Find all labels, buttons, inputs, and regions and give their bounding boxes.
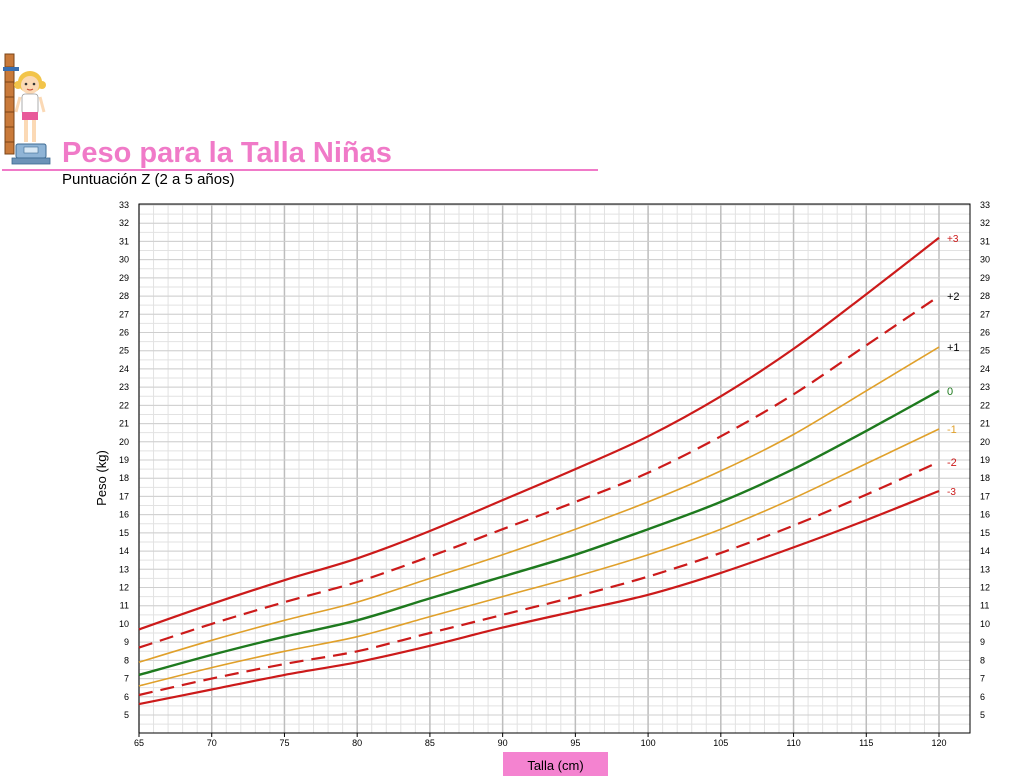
x-axis-ticks: 65 70 75 80 85 90 95 100 105 110 115 120 [134, 733, 947, 748]
y-tick-label-left: 15 [119, 528, 129, 538]
y-tick-label-left: 18 [119, 473, 129, 483]
y-tick-label-right: 28 [980, 291, 990, 301]
y-tick-label-right: 16 [980, 510, 990, 520]
series-labels: +3 +2 +1 0 -1 -2 -3 [947, 234, 960, 498]
y-tick-label-left: 7 [124, 674, 129, 684]
y-tick-label-right: 22 [980, 400, 990, 410]
series-line [138, 389, 940, 677]
y-tick-label-left: 25 [119, 346, 129, 356]
x-tick-label: 100 [641, 738, 656, 748]
series-label: -2 [947, 457, 957, 469]
y-tick-label-left: 19 [119, 455, 129, 465]
y-tick-label-right: 32 [980, 218, 990, 228]
y-tick-label-left: 10 [119, 619, 129, 629]
y-tick-label-right: 21 [980, 419, 990, 429]
y-tick-label-right: 26 [980, 328, 990, 338]
series-line [138, 236, 940, 631]
series-label: +2 [947, 291, 960, 303]
y-tick-label-left: 32 [119, 218, 129, 228]
series-lines [138, 236, 940, 706]
y-tick-label-right: 33 [980, 200, 990, 210]
y-tick-label-left: 5 [124, 710, 129, 720]
y-tick-label-right: 30 [980, 255, 990, 265]
y-tick-label-left: 26 [119, 328, 129, 338]
y-tick-label-right: 29 [980, 273, 990, 283]
y-tick-label-left: 16 [119, 510, 129, 520]
y-tick-label-right: 24 [980, 364, 990, 374]
y-tick-label-right: 12 [980, 583, 990, 593]
y-tick-label-right: 15 [980, 528, 990, 538]
y-tick-label-right: 25 [980, 346, 990, 356]
x-tick-label: 85 [425, 738, 435, 748]
series-label: -3 [947, 487, 956, 498]
y-axis-left-ticks: 5 6 7 8 9 10 11 12 13 14 15 16 17 18 19 20 21 22 23 24 25 26 2… [119, 200, 129, 720]
y-tick-label-left: 23 [119, 382, 129, 392]
y-tick-label-left: 24 [119, 364, 129, 374]
y-axis-right-ticks: 5 6 7 8 9 10 11 12 13 14 15 16 17 18 19 20 21 22 23 24 25 26 2… [980, 200, 990, 720]
y-tick-label-left: 21 [119, 419, 129, 429]
x-tick-label: 70 [207, 738, 217, 748]
y-tick-label-left: 14 [119, 546, 129, 556]
series-label: 0 [947, 386, 953, 398]
series-line [138, 346, 940, 663]
x-tick-label: 90 [498, 738, 508, 748]
y-tick-label-left: 6 [124, 692, 129, 702]
y-tick-label-right: 6 [980, 692, 985, 702]
y-tick-label-left: 8 [124, 655, 129, 665]
minor-grid [138, 204, 970, 733]
x-tick-label: 120 [931, 738, 946, 748]
series-label: +3 [947, 234, 959, 245]
y-tick-label-left: 17 [119, 491, 129, 501]
x-tick-label: 95 [570, 738, 580, 748]
y-tick-label-right: 19 [980, 455, 990, 465]
series-label: -1 [947, 424, 957, 436]
y-tick-label-left: 13 [119, 564, 129, 574]
x-tick-label: 110 [786, 738, 800, 748]
series-line [138, 428, 940, 687]
x-axis-label: Talla (cm) [503, 752, 608, 776]
y-tick-label-left: 29 [119, 273, 129, 283]
y-tick-label-left: 20 [119, 437, 129, 447]
series-line [138, 460, 940, 697]
series-line [138, 489, 940, 706]
y-tick-label-left: 31 [119, 236, 129, 246]
y-tick-label-right: 9 [980, 637, 985, 647]
x-tick-label: 65 [134, 738, 144, 748]
plot-frame [138, 203, 971, 734]
y-tick-label-left: 11 [120, 601, 129, 611]
y-tick-label-left: 12 [119, 583, 129, 593]
y-tick-label-right: 31 [980, 236, 990, 246]
y-tick-label-right: 14 [980, 546, 990, 556]
y-tick-label-left: 22 [119, 400, 129, 410]
y-axis-label: Peso (kg) [94, 450, 109, 506]
girl-on-scale-logo [2, 52, 60, 170]
x-tick-label: 115 [859, 738, 873, 748]
x-tick-label: 105 [713, 738, 728, 748]
page-subtitle: Puntuación Z (2 a 5 años) [62, 171, 235, 188]
y-tick-label-right: 10 [980, 619, 990, 629]
y-tick-label-left: 33 [119, 200, 129, 210]
y-tick-label-left: 27 [119, 309, 129, 319]
y-tick-label-left: 9 [124, 637, 129, 647]
major-grid [138, 204, 970, 733]
y-tick-label-left: 30 [119, 255, 129, 265]
y-tick-label-right: 23 [980, 382, 990, 392]
x-tick-label: 80 [352, 738, 362, 748]
y-tick-label-right: 7 [980, 674, 985, 684]
y-tick-label-right: 20 [980, 437, 990, 447]
y-tick-label-right: 5 [980, 710, 985, 720]
y-tick-label-right: 8 [980, 655, 985, 665]
y-tick-label-right: 18 [980, 473, 990, 483]
series-label: +1 [947, 342, 960, 354]
x-tick-label: 75 [279, 738, 289, 748]
y-tick-label-right: 27 [980, 309, 990, 319]
y-tick-label-right: 11 [980, 601, 989, 611]
series-line [138, 295, 940, 649]
y-tick-label-left: 28 [119, 291, 129, 301]
y-tick-label-right: 17 [980, 491, 990, 501]
title-divider [2, 169, 598, 171]
page-title: Peso para la Talla Niñas [62, 137, 392, 169]
y-tick-label-right: 13 [980, 564, 990, 574]
